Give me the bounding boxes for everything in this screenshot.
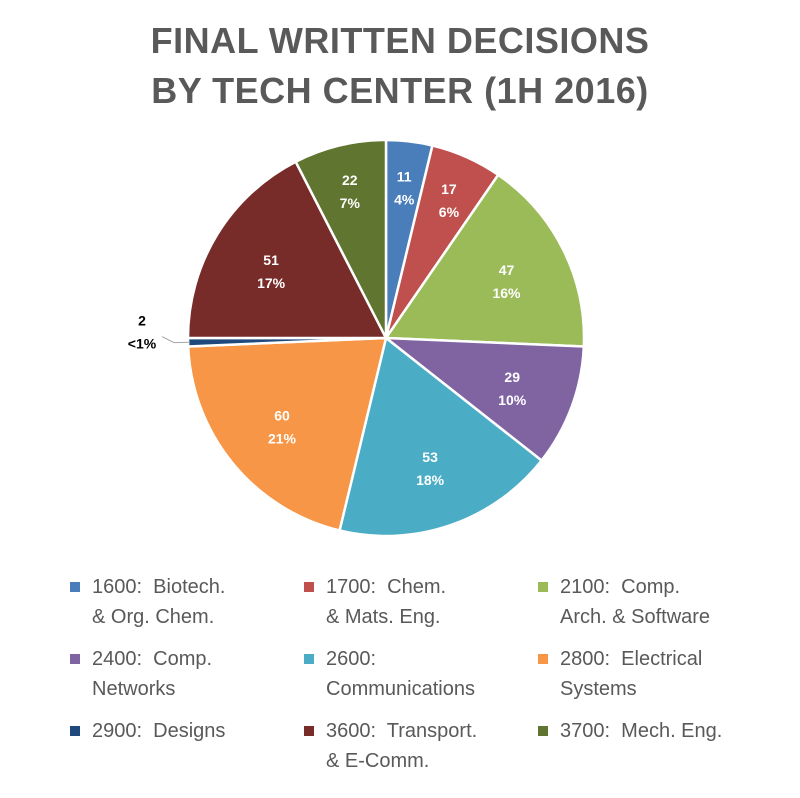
legend-swatch-2 (538, 582, 548, 592)
data-label-0: 114% (394, 169, 415, 208)
pie-chart: 114%176%4716%2910%5318%6021%2<1%5117%227… (128, 138, 586, 538)
legend-label-0-line-0: 1600: Biotech. (92, 576, 226, 598)
legend-swatch-3 (70, 654, 80, 664)
legend-label-1-line-1: & Mats. Eng. (326, 606, 441, 628)
data-label-percent-8: 7% (340, 195, 361, 211)
legend-swatch-8 (538, 726, 548, 736)
legend-item-2: 2100: Comp. Arch. & Software (538, 572, 770, 644)
legend-item-0: 1600: Biotech. & Org. Chem. (70, 572, 304, 644)
data-label-value-1: 17 (441, 181, 457, 197)
pie-slice-3 (384, 336, 586, 462)
data-label-percent-5: 21% (268, 431, 297, 447)
chart-legend: 1600: Biotech. & Org. Chem. 1700: Chem. & M… (70, 572, 770, 788)
legend-label-2-line-1: Arch. & Software (560, 606, 711, 628)
pie-slice-5 (186, 336, 388, 532)
data-label-value-8: 22 (342, 172, 358, 188)
data-label-value-5: 60 (274, 408, 290, 424)
legend-label-7-line-1: & E-Comm. (326, 750, 430, 772)
data-label-percent-7: 17% (257, 275, 286, 291)
data-label-percent-4: 18% (416, 472, 445, 488)
legend-swatch-4 (304, 654, 314, 664)
data-label-6: 2<1% (128, 313, 157, 352)
legend-label-4-line-0: 2600: (326, 648, 377, 670)
data-label-value-7: 51 (263, 252, 279, 268)
legend-item-6: 2900: Designs (70, 716, 304, 788)
legend-swatch-7 (304, 726, 314, 736)
legend-item-1: 1700: Chem. & Mats. Eng. (304, 572, 538, 644)
chart-title: FINAL WRITTEN DECISIONS BY TECH CENTER (… (0, 16, 800, 116)
legend-swatch-6 (70, 726, 80, 736)
chart-title-line-1: FINAL WRITTEN DECISIONS (150, 20, 650, 61)
data-label-1: 176% (439, 181, 460, 220)
leader-line-6 (161, 336, 191, 344)
legend-swatch-5 (538, 654, 548, 664)
legend-label-1-line-0: 1700: Chem. (326, 576, 447, 598)
legend-item-4: 2600: Communications (304, 644, 538, 716)
pie-slice-2 (384, 173, 586, 348)
pie-slice-7 (186, 160, 388, 340)
data-label-value-6: 2 (138, 313, 146, 329)
legend-item-3: 2400: Comp. Networks (70, 644, 304, 716)
legend-label-7-line-0: 3600: Transport. (326, 720, 478, 742)
data-label-value-0: 11 (397, 169, 412, 185)
legend-label-4-line-1: Communications (326, 678, 475, 700)
legend-item-8: 3700: Mech. Eng. (538, 716, 770, 788)
data-label-percent-0: 4% (394, 192, 415, 208)
legend-label-2-line-0: 2100: Comp. (560, 576, 681, 598)
data-label-percent-3: 10% (498, 392, 527, 408)
legend-label-8-line-0: 3700: Mech. Eng. (560, 720, 723, 742)
legend-label-5-line-0: 2800: Electrical (560, 648, 703, 670)
legend-item-7: 3600: Transport. & E-Comm. (304, 716, 538, 788)
legend-label-5-line-1: Systems (560, 678, 637, 700)
data-label-value-4: 53 (422, 449, 438, 465)
data-label-percent-1: 6% (439, 204, 460, 220)
data-label-percent-2: 16% (492, 285, 521, 301)
data-label-percent-6: <1% (128, 336, 157, 352)
pie-slice-8 (294, 138, 388, 340)
data-label-value-2: 47 (499, 262, 515, 278)
pie-slice-4 (338, 336, 543, 538)
legend-label-0-line-1: & Org. Chem. (92, 606, 215, 628)
chart-title-line-2: BY TECH CENTER (1H 2016) (151, 70, 649, 111)
legend-label-6-line-0: 2900: Designs (92, 720, 226, 742)
legend-swatch-0 (70, 582, 80, 592)
legend-label-3-line-0: 2400: Comp. (92, 648, 213, 670)
legend-item-5: 2800: Electrical Systems (538, 644, 770, 716)
data-label-value-3: 29 (504, 369, 520, 385)
legend-label-3-line-1: Networks (92, 678, 176, 700)
legend-swatch-1 (304, 582, 314, 592)
data-label-8: 227% (340, 172, 361, 211)
